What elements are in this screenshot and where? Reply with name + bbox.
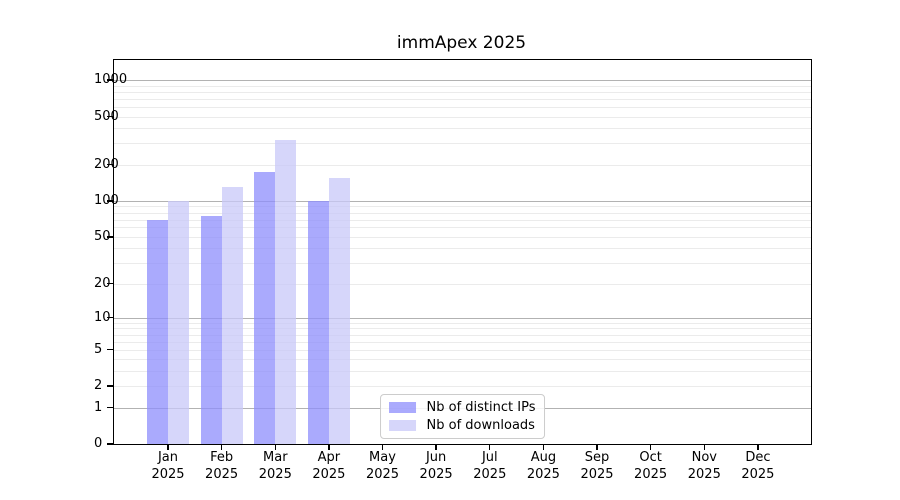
y-tick <box>106 406 113 409</box>
x-tick-label-jan: Jan 2025 <box>151 450 185 482</box>
bar-ips-jan <box>147 219 168 444</box>
x-tick-label-dec: Dec 2025 <box>741 450 775 482</box>
x-tick <box>274 444 276 450</box>
y-minor-gridline <box>114 283 811 285</box>
y-minor-gridline <box>114 359 811 361</box>
y-minor-gridline <box>114 227 811 229</box>
chart-title: immApex 2025 <box>396 33 527 53</box>
y-minor-gridline <box>114 106 811 108</box>
legend-label-distinct-ips: Nb of distinct IPs <box>426 400 536 415</box>
legend: Nb of distinct IPs Nb of downloads <box>379 394 546 439</box>
y-minor-gridline <box>114 91 811 93</box>
y-tick <box>106 443 113 445</box>
y-tick <box>106 163 113 166</box>
y-tick-label: 1 <box>94 399 103 415</box>
plot-area: 0 1 2 5 10 20 50 100 200 500 1000 Jan 2025 Feb 2025 Mar… <box>94 59 812 482</box>
legend-row-distinct-ips: Nb of distinct IPs <box>388 400 536 415</box>
y-minor-gridline <box>114 206 811 208</box>
y-minor-gridline <box>114 143 811 145</box>
legend-swatch-distinct-ips <box>388 402 416 413</box>
x-tick <box>435 444 437 450</box>
y-tick <box>106 236 113 238</box>
x-tick-label-jul: Jul 2025 <box>473 450 507 482</box>
y-minor-gridline <box>114 128 811 130</box>
x-tick-label-sep: Sep 2025 <box>580 450 614 482</box>
bar-downloads-feb <box>221 187 243 444</box>
y-minor-gridline <box>114 85 811 87</box>
x-tick-label-nov: Nov 2025 <box>687 450 721 482</box>
y-minor-gridline <box>114 248 811 250</box>
x-tick-label-aug: Aug 2025 <box>526 450 560 482</box>
y-tick-label: 10 <box>94 309 111 325</box>
y-tick-label: 50 <box>94 229 111 245</box>
y-tick-label: 20 <box>94 275 111 291</box>
x-tick <box>220 444 223 450</box>
bar-downloads-mar <box>275 140 297 444</box>
y-minor-gridline <box>114 219 811 221</box>
y-minor-gridline <box>114 236 811 238</box>
x-tick <box>328 444 330 450</box>
y-tick-label: 200 <box>94 156 119 172</box>
y-major-gridline <box>114 200 811 202</box>
legend-swatch-downloads <box>388 420 416 431</box>
y-minor-gridline <box>114 334 811 336</box>
y-tick-label: 1000 <box>94 72 128 88</box>
legend-label-downloads: Nb of downloads <box>426 418 535 433</box>
x-tick-label-apr: Apr 2025 <box>312 450 346 482</box>
x-tick <box>542 444 545 450</box>
y-tick <box>106 385 113 387</box>
x-tick <box>381 444 384 450</box>
bar-ips-apr <box>307 200 329 444</box>
y-tick-label: 2 <box>94 378 103 394</box>
x-tick <box>489 444 491 450</box>
y-minor-gridline <box>114 386 811 388</box>
y-minor-gridline <box>114 322 811 324</box>
y-tick <box>106 282 113 285</box>
bar-ips-feb <box>200 215 222 444</box>
x-tick-label-jun: Jun 2025 <box>419 450 453 482</box>
y-minor-gridline <box>114 341 811 343</box>
bar-downloads-apr <box>328 178 350 444</box>
x-tick-label-feb: Feb 2025 <box>205 450 239 482</box>
x-tick-label-may: May 2025 <box>365 450 400 482</box>
y-minor-gridline <box>114 116 811 118</box>
x-tick <box>703 444 705 450</box>
x-tick-label-oct: Oct 2025 <box>634 450 668 482</box>
y-tick-label: 500 <box>94 108 119 124</box>
y-major-gridline <box>114 317 811 319</box>
y-tick <box>106 348 113 351</box>
x-tick <box>649 444 652 450</box>
legend-row-downloads: Nb of downloads <box>388 418 536 433</box>
y-minor-gridline <box>114 164 811 166</box>
x-tick <box>596 444 598 450</box>
y-minor-gridline <box>114 98 811 100</box>
x-tick <box>757 444 759 450</box>
bar-downloads-jan <box>168 200 189 444</box>
y-tick <box>106 115 113 118</box>
y-major-gridline <box>114 80 811 82</box>
y-tick <box>106 79 113 81</box>
y-tick-label: 5 <box>94 341 103 357</box>
y-minor-gridline <box>114 328 811 330</box>
y-minor-gridline <box>114 349 811 351</box>
y-tick <box>106 317 113 319</box>
y-minor-gridline <box>114 371 811 372</box>
y-tick-label: 100 <box>94 193 119 209</box>
x-tick-label-mar: Mar 2025 <box>258 450 292 482</box>
y-minor-gridline <box>114 212 811 214</box>
bar-ips-mar <box>254 171 276 444</box>
y-tick-label: 0 <box>94 436 103 452</box>
y-tick <box>106 200 113 202</box>
y-minor-gridline <box>114 263 811 265</box>
x-tick <box>167 444 169 450</box>
